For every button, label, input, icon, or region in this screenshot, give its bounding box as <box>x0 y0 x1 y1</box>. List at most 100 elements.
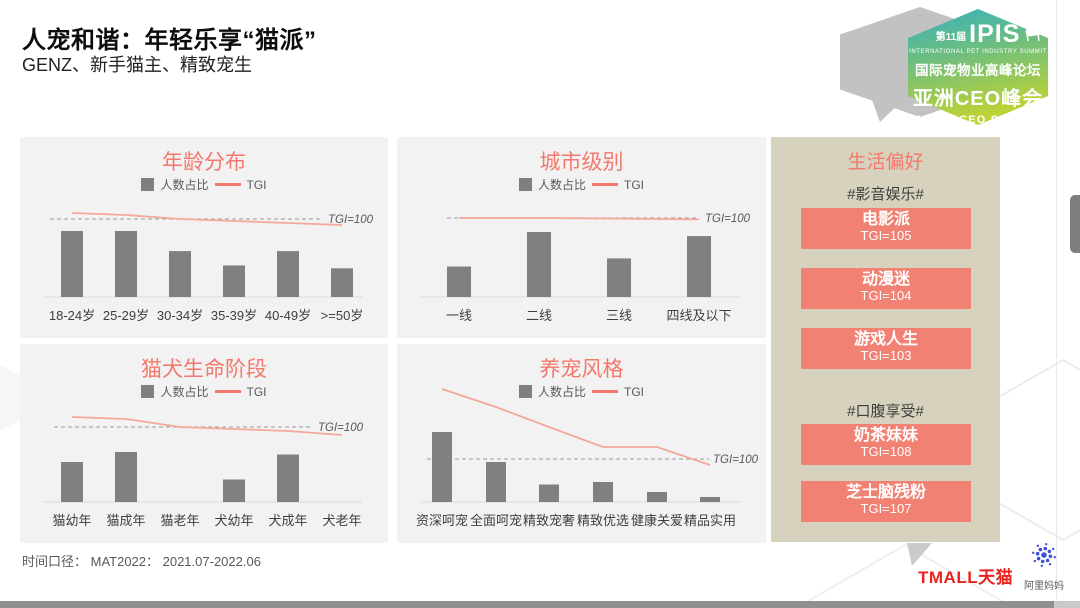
x-axis-label: 18-24岁 <box>48 308 96 323</box>
chart-body: TGI=100 人数占比 TGI 一线 二线 三线 四线及以下 <box>397 173 766 338</box>
legend-line-swatch <box>592 390 618 393</box>
tgi-box: 奶茶妹妹 TGI=108 <box>801 424 971 465</box>
tgi-box-name: 游戏人生 <box>853 331 918 348</box>
tgi-line <box>441 388 711 466</box>
badge-acronym: IPIS <box>969 20 1021 48</box>
legend-bar-swatch <box>518 385 532 398</box>
chart-panel-style: 养宠风格 TGI=100 人数占比 TGI 资深呵宠 全面呵宠 精致宠奢 精致优选 健康… <box>397 344 766 543</box>
bar <box>169 251 191 297</box>
chart-plot: TGI=100 <box>421 213 751 298</box>
chart-legend: 人数占比 TGI <box>20 176 388 193</box>
bar <box>277 454 299 502</box>
legend-bar-label: 人数占比 <box>537 385 586 399</box>
tgi-box-value: TGI=107 <box>860 501 912 517</box>
badge-summit-name: 亚洲CEO峰会 <box>912 88 1044 110</box>
bar <box>115 231 137 297</box>
speech-tail-shape <box>907 543 932 566</box>
chart-body: TGI=100 人数占比 TGI 资深呵宠 全面呵宠 精致宠奢 精致优选 健康关爱 精品实… <box>397 380 766 543</box>
alimama-dot <box>1044 543 1048 546</box>
tgi-line <box>71 416 343 436</box>
x-axis-label: 40-49岁 <box>264 308 312 323</box>
legend-line-swatch <box>592 183 618 186</box>
x-axis-label: 四线及以下 <box>666 308 732 323</box>
page-edge-divider <box>1056 0 1057 601</box>
chart-title: 猫犬生命阶段 <box>141 358 267 381</box>
legend-line-label: TGI <box>624 177 644 192</box>
legend-line-label: TGI <box>624 384 644 399</box>
legend-bar-swatch <box>141 178 155 191</box>
chart-body: TGI=100 人数占比 TGI 18-24岁 25-29岁 30-34岁 35-39… <box>20 173 388 338</box>
x-axis-label: 资深呵宠 <box>415 513 468 528</box>
bar <box>700 497 720 502</box>
x-axis-label: 全面呵宠 <box>469 513 522 528</box>
alimama-dot <box>1036 544 1040 548</box>
page-subtitle: GENZ、新手猫主、精致宠生 <box>22 55 252 75</box>
legend-bar-label: 人数占比 <box>160 178 209 192</box>
x-axis-label: >=50岁 <box>320 308 364 323</box>
bar <box>486 462 506 502</box>
page-title: 人宠和谐：年轻乐享“猫派” <box>22 27 317 54</box>
alimama-dot <box>1040 559 1045 564</box>
alimama-dot <box>1048 554 1053 559</box>
legend-bar-swatch <box>518 178 532 191</box>
alimama-dot <box>1051 547 1055 551</box>
legend-bar-label: 人数占比 <box>537 178 586 192</box>
bar <box>607 258 631 297</box>
x-axis-label: 25-29岁 <box>102 308 150 323</box>
bar <box>687 236 711 297</box>
chart-plot: TGI=100 <box>421 388 759 503</box>
tgi-box-name: 芝士脑残粉 <box>845 484 926 501</box>
bar <box>539 484 559 502</box>
x-axis-label: 猫幼年 <box>52 513 92 528</box>
legend-bar-swatch <box>141 385 155 398</box>
tgi-box: 芝士脑残粉 TGI=107 <box>801 481 971 522</box>
vertical-scrollbar-thumb[interactable] <box>1070 195 1080 253</box>
pet-silhouette-icon <box>1025 17 1051 42</box>
tgi-box-value: TGI=104 <box>860 288 912 304</box>
x-axis-label: 健康关爱 <box>630 513 683 528</box>
bar <box>223 265 245 297</box>
x-axis-label: 猫成年 <box>106 513 146 528</box>
tgi-reference-label: TGI=100 <box>705 213 751 225</box>
chart-title: 养宠风格 <box>539 358 624 381</box>
alimama-dot <box>1036 556 1041 561</box>
alimama-logo-label: 阿里妈妈 <box>1024 581 1064 592</box>
alimama-logo: 阿里妈妈 <box>1018 540 1070 592</box>
x-axis-label: 精品实用 <box>683 513 736 528</box>
tgi-reference-label: TGI=100 <box>328 214 374 226</box>
bar <box>593 482 613 502</box>
x-axis-label: 犬成年 <box>268 513 308 528</box>
chart-panel-lifestage: 猫犬生命阶段 TGI=100 人数占比 TGI 猫幼年 猫成年 猫老年 犬幼年 犬成年犬… <box>20 344 388 543</box>
alimama-dot <box>1045 558 1050 563</box>
tgi-box: 游戏人生 TGI=103 <box>801 328 971 369</box>
legend-line-label: TGI <box>246 384 267 399</box>
bar <box>447 266 471 297</box>
summit-badge <box>840 7 1051 125</box>
badge-summit-name-en: ASIAN CEO SUMMIT <box>914 114 1042 126</box>
life-preference-panel: 生活偏好 #影音娱乐# 电影派 TGI=105 动漫迷 TGI=104 游戏人生… <box>771 137 1000 542</box>
legend-bar-label: 人数占比 <box>160 385 209 399</box>
alimama-starburst-icon <box>1032 543 1056 567</box>
tgi-box-value: TGI=105 <box>860 228 912 244</box>
bar <box>223 479 245 502</box>
bar <box>61 462 83 502</box>
tgi-box: 电影派 TGI=105 <box>801 208 971 249</box>
legend-line-swatch <box>214 183 241 186</box>
alimama-dot <box>1040 564 1044 567</box>
tgi-reference-label: TGI=100 <box>713 454 759 466</box>
x-axis-label: 精致优选 <box>576 513 629 528</box>
badge-edition: 第11届 <box>935 32 967 43</box>
chart-legend: 人数占比 TGI <box>397 383 766 400</box>
chart-title: 城市级别 <box>539 151 624 174</box>
bar <box>61 231 83 297</box>
chart-panel-age: 年龄分布 TGI=100 人数占比 TGI 18-24岁 25-29岁 30-34岁… <box>20 137 388 338</box>
chart-panel-city: 城市级别 TGI=100 人数占比 TGI 一线 二线 三线 四线及以下 <box>397 137 766 338</box>
chart-body: TGI=100 人数占比 TGI 猫幼年 猫成年 猫老年 犬幼年 犬成年 犬老年 <box>20 380 388 543</box>
alimama-dot <box>1032 551 1035 555</box>
badge-hexagon-shape <box>908 9 1048 125</box>
legend-line-swatch <box>214 390 241 393</box>
tgi-box-name: 动漫迷 <box>861 271 910 288</box>
alimama-dot <box>1035 551 1040 556</box>
horizontal-scrollbar[interactable] <box>0 601 1080 608</box>
